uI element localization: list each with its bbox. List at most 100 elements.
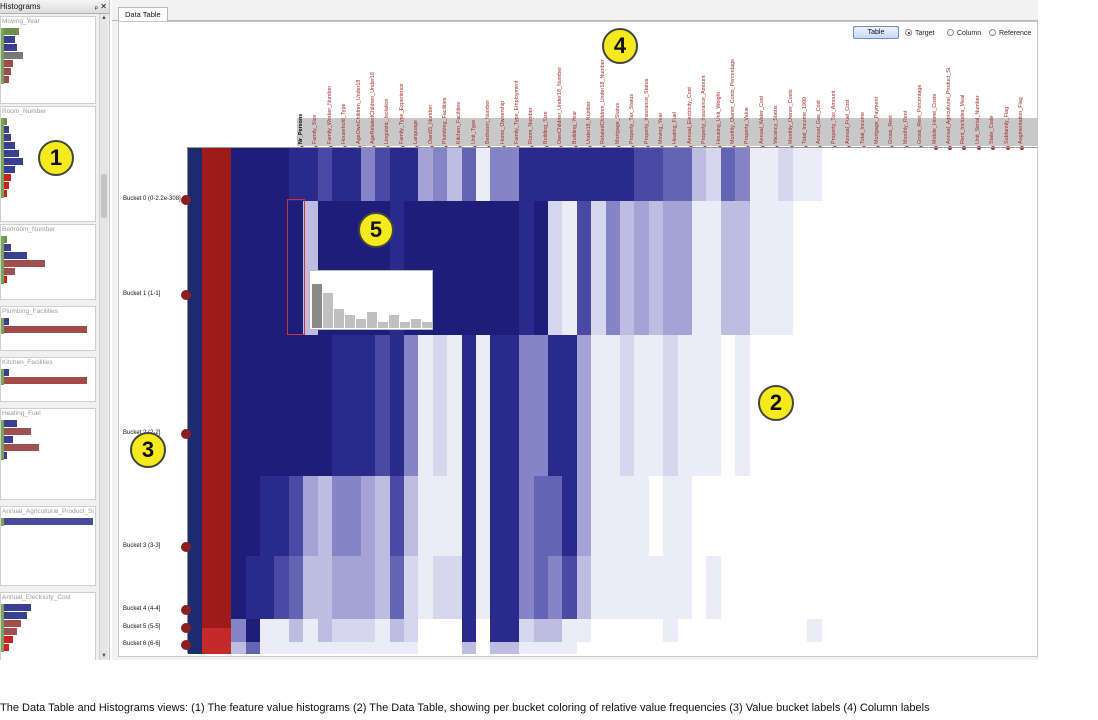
heatmap-cell[interactable] <box>591 476 607 556</box>
column-label[interactable]: Subfamily_Flag <box>1003 106 1010 144</box>
column-label[interactable]: Augmentation_Flag <box>1018 97 1024 144</box>
heatmap-cell[interactable] <box>836 476 851 556</box>
heatmap-cell[interactable] <box>807 201 823 335</box>
heatmap-cell[interactable] <box>432 335 448 476</box>
heatmap-cell[interactable] <box>735 148 751 201</box>
heatmap-cell[interactable] <box>735 335 751 476</box>
heatmap-cell[interactable] <box>893 476 909 556</box>
heatmap-cell[interactable] <box>764 476 779 556</box>
column-label[interactable]: Annual_Electricity_Cost <box>686 87 693 144</box>
heatmap-cell[interactable] <box>605 476 621 556</box>
heatmap-cell[interactable] <box>677 201 693 335</box>
column-marker[interactable] <box>991 146 996 150</box>
heatmap-cell[interactable] <box>202 201 218 335</box>
heatmap-cell[interactable] <box>692 642 707 654</box>
heatmap-cell[interactable] <box>591 335 607 476</box>
heatmap-cell[interactable] <box>749 619 765 642</box>
heatmap-cell[interactable] <box>188 619 203 642</box>
heatmap-cell[interactable] <box>562 335 578 476</box>
heatmap-cell[interactable] <box>274 476 290 556</box>
heatmap-cell[interactable] <box>836 642 851 654</box>
heatmap-cell[interactable] <box>692 201 707 335</box>
heatmap-cell[interactable] <box>576 148 592 201</box>
heatmap-cell[interactable] <box>735 556 751 619</box>
heatmap-cell[interactable] <box>346 556 362 619</box>
heatmap-cell[interactable] <box>720 201 736 335</box>
selection-rectangle[interactable] <box>287 199 305 335</box>
heatmap-cell[interactable] <box>303 642 319 654</box>
heatmap-cell[interactable] <box>778 201 794 335</box>
row-label[interactable]: Bucket 0 (0-2.2e-308] <box>123 196 181 202</box>
heatmap-cell[interactable] <box>677 476 693 556</box>
heatmap-cell[interactable] <box>216 476 232 556</box>
heatmap-cell[interactable] <box>418 556 434 619</box>
heatmap-cell[interactable] <box>476 335 491 476</box>
tab-data-table[interactable]: Data Table <box>118 7 168 21</box>
heatmap-cell[interactable] <box>591 556 607 619</box>
heatmap-cell[interactable] <box>908 335 923 476</box>
column-label[interactable]: Property_Tax_Status <box>629 93 636 144</box>
heatmap-cell[interactable] <box>576 476 592 556</box>
heatmap-cell[interactable] <box>461 619 477 642</box>
heatmap-cell[interactable] <box>663 642 679 654</box>
heatmap-cell[interactable] <box>864 335 880 476</box>
heatmap-cell[interactable] <box>432 619 448 642</box>
column-label[interactable]: Gross_Rent <box>888 115 895 144</box>
column-label[interactable]: Room_Number <box>528 107 535 144</box>
heatmap-cell[interactable] <box>778 642 794 654</box>
heatmap-cell[interactable] <box>519 476 535 556</box>
heatmap-cell[interactable] <box>375 476 391 556</box>
heatmap-cell[interactable] <box>216 148 232 201</box>
heatmap-cell[interactable] <box>519 642 535 654</box>
heatmap-cell[interactable] <box>620 642 635 654</box>
heatmap-cell[interactable] <box>605 556 621 619</box>
heatmap-cell[interactable] <box>360 476 376 556</box>
heatmap-cell[interactable] <box>231 476 247 556</box>
heatmap-cell[interactable] <box>792 335 808 476</box>
heatmap-cell[interactable] <box>576 201 592 335</box>
histogram-scrollbar[interactable]: ▲ ▼ <box>99 14 108 660</box>
heatmap-cell[interactable] <box>548 556 563 619</box>
heatmap-cell[interactable] <box>288 476 304 556</box>
column-label[interactable]: State_Code <box>989 115 996 144</box>
heatmap-cell[interactable] <box>764 201 779 335</box>
heatmap-cell[interactable] <box>778 619 794 642</box>
heatmap-cell[interactable] <box>634 642 650 654</box>
heatmap-cell[interactable] <box>836 148 851 201</box>
scroll-down-icon[interactable]: ▼ <box>101 653 107 659</box>
row-label[interactable]: Bucket 3 (3-3] <box>123 543 161 549</box>
heatmap-cell[interactable] <box>620 335 635 476</box>
heatmap-cell[interactable] <box>375 335 391 476</box>
heatmap-cell[interactable] <box>778 476 794 556</box>
heatmap-cell[interactable] <box>908 476 923 556</box>
heatmap-cell[interactable] <box>836 556 851 619</box>
heatmap-cell[interactable] <box>821 619 837 642</box>
heatmap-cell[interactable] <box>706 335 722 476</box>
heatmap-cell[interactable] <box>706 642 722 654</box>
column-label[interactable]: Own65_Number <box>427 104 434 144</box>
heatmap-cell[interactable] <box>188 642 203 654</box>
heatmap-cell[interactable] <box>720 642 736 654</box>
column-label[interactable]: Linguistic_Isolation <box>384 98 391 144</box>
column-label[interactable]: RelatedChildren_Under18_Number <box>600 59 607 144</box>
table-button[interactable]: Table <box>853 26 899 39</box>
pin-icon[interactable]: ₚ <box>94 2 99 11</box>
heatmap-cell[interactable] <box>418 148 434 201</box>
heatmap-cell[interactable] <box>389 476 405 556</box>
column-marker[interactable] <box>1020 146 1024 150</box>
heatmap-cell[interactable] <box>677 642 693 654</box>
heatmap-cell[interactable] <box>864 642 880 654</box>
heatmap-cell[interactable] <box>850 335 866 476</box>
heatmap-cell[interactable] <box>908 642 923 654</box>
heatmap-cell[interactable] <box>216 556 232 619</box>
heatmap-cell[interactable] <box>389 642 405 654</box>
column-label[interactable]: Annual_Fuel_Cost <box>845 99 852 144</box>
heatmap-cell[interactable] <box>821 148 837 201</box>
column-label[interactable]: Family_Type_Employment <box>514 80 520 144</box>
heatmap-cell[interactable] <box>562 148 578 201</box>
heatmap-cell[interactable] <box>764 619 779 642</box>
heatmap-cell[interactable] <box>202 476 218 556</box>
heatmap-cell[interactable] <box>576 619 592 642</box>
heatmap-cell[interactable] <box>231 148 247 201</box>
heatmap-cell[interactable] <box>274 642 290 654</box>
